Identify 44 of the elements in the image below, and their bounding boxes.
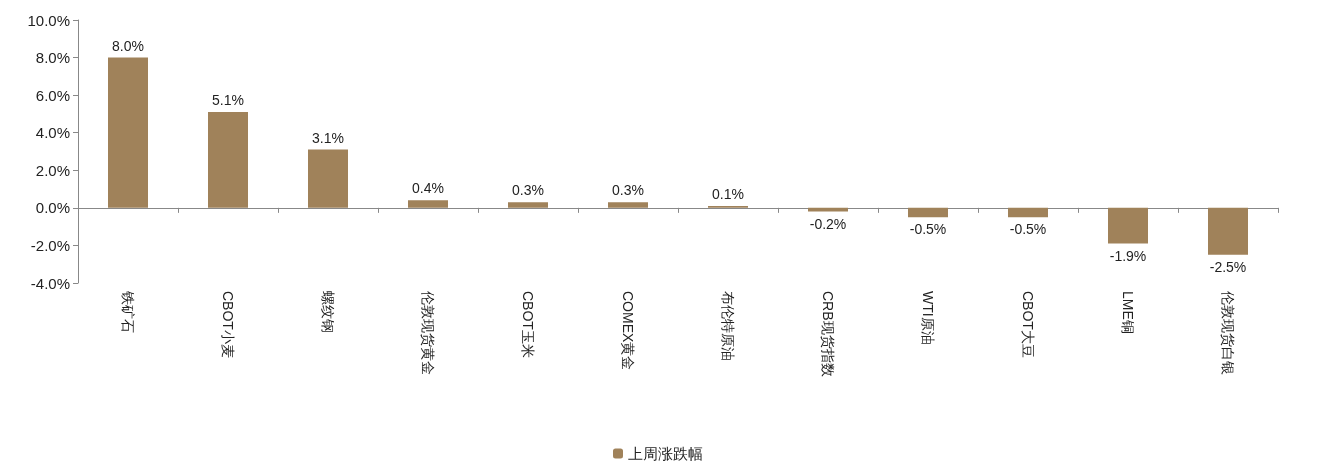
y-tick-label: 10.0% (27, 11, 70, 29)
data-label: 0.4% (412, 180, 444, 197)
x-tick-label: 布伦特原油 (720, 291, 736, 361)
y-tick-label: 6.0% (35, 86, 70, 104)
x-tick-label: 伦敦现货黄金 (420, 291, 436, 375)
x-tick-label: CBOT小麦 (220, 291, 236, 358)
bar (108, 57, 148, 208)
y-tick-label: -4.0% (30, 274, 70, 292)
data-label: -0.5% (1009, 221, 1047, 238)
y-tick-label: 0.0% (35, 199, 70, 217)
x-tick-label: LME铜 (1120, 291, 1136, 334)
bar (808, 207, 848, 212)
data-label: 5.1% (212, 92, 244, 109)
x-tick-label: WTI原油 (920, 291, 936, 345)
bar (208, 112, 248, 208)
x-tick-label: 螺纹钢 (320, 291, 336, 333)
x-tick-label: CBOT玉米 (520, 291, 536, 358)
bar (1008, 207, 1048, 218)
y-tick-label: -2.0% (30, 236, 70, 254)
y-tick-label: 4.0% (35, 124, 70, 142)
x-tick-label: CRB现货指数 (820, 291, 836, 377)
bar (408, 200, 448, 208)
data-label: 3.1% (312, 129, 344, 146)
x-tick-label: 铁矿石 (120, 290, 136, 333)
bar (908, 207, 948, 218)
y-tick-label: 2.0% (35, 161, 70, 179)
bar (308, 149, 348, 208)
bar (608, 202, 648, 208)
y-tick-label: 8.0% (35, 49, 70, 67)
data-label: -2.5% (1209, 258, 1247, 275)
data-label: 8.0% (112, 37, 144, 54)
data-label: 0.3% (612, 182, 644, 199)
data-label: -0.2% (809, 215, 847, 232)
data-label: -0.5% (909, 221, 947, 238)
x-tick-label: COMEX黄金 (620, 291, 636, 371)
data-label: 0.1% (712, 185, 744, 202)
data-label: 0.3% (512, 182, 544, 199)
bar (1108, 207, 1148, 244)
x-tick-label: CBOT大豆 (1020, 291, 1036, 358)
bar (1208, 207, 1248, 255)
data-label: -1.9% (1109, 247, 1147, 264)
bar (508, 202, 548, 208)
x-tick-label: 伦敦现货白银 (1220, 291, 1236, 375)
legend-label: 上周涨跌幅 (628, 445, 703, 462)
